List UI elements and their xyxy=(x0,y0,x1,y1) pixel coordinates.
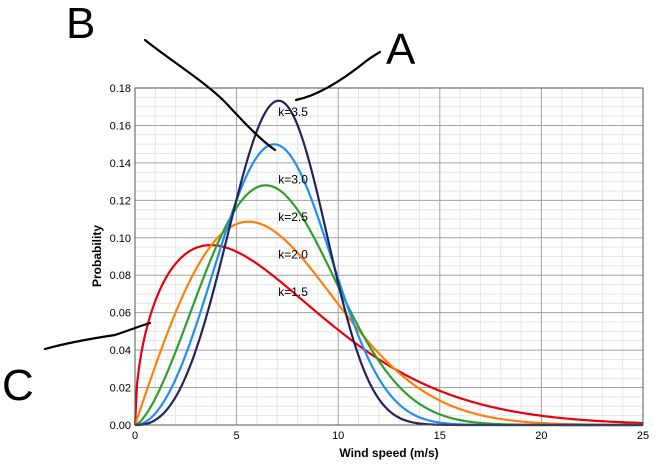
x-tick-labels: 0 5 10 15 20 25 xyxy=(132,430,649,442)
x-tick-label: 25 xyxy=(637,430,649,442)
annotation-c: C xyxy=(2,361,34,410)
x-tick-label: 20 xyxy=(535,430,547,442)
series-label: k=3.5 xyxy=(278,105,308,119)
y-tick-label: 0.10 xyxy=(110,233,131,245)
series-label: k=1.5 xyxy=(278,285,308,299)
y-tick-label: 0.18 xyxy=(110,83,131,95)
x-axis-title: Wind speed (m/s) xyxy=(339,446,438,460)
y-tick-label: 0.02 xyxy=(110,383,131,395)
x-tick-label: 10 xyxy=(332,430,344,442)
series-line-k-1-5 xyxy=(133,243,644,426)
series-line-k-2-0 xyxy=(133,220,643,427)
x-tick-label: 0 xyxy=(132,430,138,442)
annotation-a-stroke xyxy=(294,50,382,102)
annotation-b-stroke xyxy=(143,38,277,152)
y-tick-label: 0.16 xyxy=(110,120,131,132)
y-tick-label: 0.04 xyxy=(110,345,131,357)
annotation-a: A xyxy=(386,25,416,74)
x-tick-label: 5 xyxy=(234,430,240,442)
annotation-c-stroke xyxy=(43,321,152,351)
series-label: k=3.0 xyxy=(278,172,308,186)
annotation-b: B xyxy=(66,0,95,48)
series-labels: k=1.5 k=2.0 k=2.5 k=3.0 k=3.5 xyxy=(278,105,308,299)
y-tick-label: 0.00 xyxy=(110,420,131,432)
minor-grid xyxy=(135,88,643,425)
series-label: k=2.5 xyxy=(278,210,308,224)
y-tick-label: 0.08 xyxy=(110,270,131,282)
y-tick-label: 0.14 xyxy=(110,158,131,170)
series-label: k=2.0 xyxy=(278,247,308,261)
x-tick-label: 15 xyxy=(434,430,446,442)
plot-frame xyxy=(134,87,644,426)
y-tick-label: 0.12 xyxy=(110,195,131,207)
handwritten-annotations xyxy=(43,38,382,351)
y-tick-labels: 0.00 0.02 0.04 0.06 0.08 0.10 0.12 0.14 0.16 0.18 xyxy=(110,83,131,432)
y-axis-title: Probability xyxy=(90,225,104,287)
y-tick-label: 0.06 xyxy=(110,308,131,320)
